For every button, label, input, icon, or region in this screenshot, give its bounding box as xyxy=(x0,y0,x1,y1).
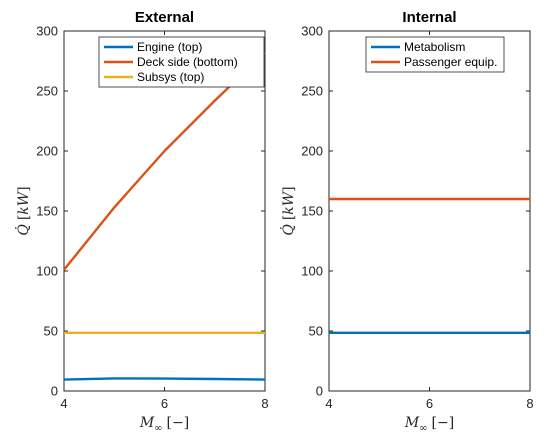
y-tick-label: 50 xyxy=(309,324,323,339)
series-line-external-1 xyxy=(63,377,266,381)
x-tick-label: 8 xyxy=(261,396,268,411)
y-tick-label: 150 xyxy=(36,204,58,219)
x-axis-label-internal: M∞ [−] xyxy=(404,415,454,434)
legend-entry: Metabolism xyxy=(404,40,465,54)
x-tick-label: 6 xyxy=(426,396,433,411)
y-tick-label: 250 xyxy=(36,84,58,99)
axes-box-internal xyxy=(328,30,531,392)
y-axis-label-internal: Q̇[kW] xyxy=(279,186,297,235)
x-axis-label-external: M∞ [−] xyxy=(139,415,189,434)
y-tick-label: 0 xyxy=(316,384,323,399)
chart-title-external: External xyxy=(135,9,194,26)
y-tick-label: 100 xyxy=(36,264,58,279)
y-tick-label: 100 xyxy=(301,264,323,279)
legend-entry: Deck side (bottom) xyxy=(137,55,238,69)
panel-internal: 0 50 100 150 200 250 300 4 6 8 Internal Q̇[kW] M∞ [−]… xyxy=(279,9,533,434)
legend-entry: Passenger equip. xyxy=(404,55,497,69)
x-tick-label: 4 xyxy=(60,396,67,411)
x-tick-label: 6 xyxy=(161,396,168,411)
y-tick-label: 300 xyxy=(301,24,323,39)
y-tick-label: 0 xyxy=(51,384,58,399)
legend-entry: Subsys (top) xyxy=(137,70,204,84)
y-axis-label-external: Q̇[kW] xyxy=(14,186,32,235)
y-tick-label: 150 xyxy=(301,204,323,219)
legend-external: Engine (top)Deck side (bottom)Subsys (to… xyxy=(98,36,265,88)
panel-external: 0 50 100 150 200 250 300 4 6 8 External Q̇[kW] M∞ [−]… xyxy=(14,9,268,434)
legend-box xyxy=(365,36,505,73)
axes-box-external xyxy=(63,30,266,392)
chart-title-internal: Internal xyxy=(402,9,456,26)
x-tick-label: 8 xyxy=(526,396,533,411)
y-tick-label: 200 xyxy=(301,144,323,159)
y-tick-label: 200 xyxy=(36,144,58,159)
legend-entry: Engine (top) xyxy=(137,40,202,54)
y-tick-label: 50 xyxy=(44,324,58,339)
x-tick-label: 4 xyxy=(325,396,332,411)
y-tick-label: 300 xyxy=(36,24,58,39)
y-tick-label: 250 xyxy=(301,84,323,99)
